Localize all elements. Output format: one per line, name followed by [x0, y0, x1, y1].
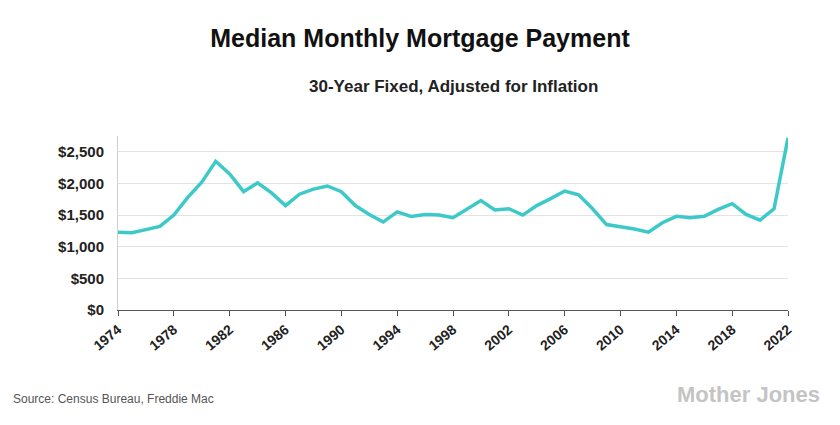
svg-text:Source: Census Bureau, Freddie: Source: Census Bureau, Freddie Mac — [13, 392, 214, 406]
svg-text:2014: 2014 — [649, 321, 683, 353]
svg-text:2022: 2022 — [760, 321, 794, 353]
svg-text:Mother Jones: Mother Jones — [677, 382, 820, 407]
svg-text:1982: 1982 — [202, 321, 236, 353]
svg-text:1990: 1990 — [314, 321, 348, 353]
svg-text:$1,500: $1,500 — [58, 206, 104, 223]
svg-text:30-Year Fixed, Adjusted for In: 30-Year Fixed, Adjusted for Inflation — [309, 77, 598, 96]
svg-text:2018: 2018 — [704, 321, 738, 353]
svg-text:2010: 2010 — [593, 321, 627, 353]
svg-text:$1,000: $1,000 — [58, 238, 104, 255]
svg-text:2006: 2006 — [537, 321, 571, 353]
svg-text:$2,500: $2,500 — [58, 143, 104, 160]
svg-text:1998: 1998 — [425, 321, 459, 353]
svg-text:1978: 1978 — [146, 321, 180, 353]
svg-text:1974: 1974 — [90, 321, 124, 353]
svg-text:$0: $0 — [87, 301, 104, 318]
svg-text:Median Monthly Mortgage Paymen: Median Monthly Mortgage Payment — [210, 24, 630, 52]
svg-text:2002: 2002 — [481, 321, 515, 353]
svg-text:1994: 1994 — [369, 321, 403, 353]
svg-text:1986: 1986 — [258, 321, 292, 353]
svg-text:$500: $500 — [71, 270, 104, 287]
svg-text:$2,000: $2,000 — [58, 175, 104, 192]
